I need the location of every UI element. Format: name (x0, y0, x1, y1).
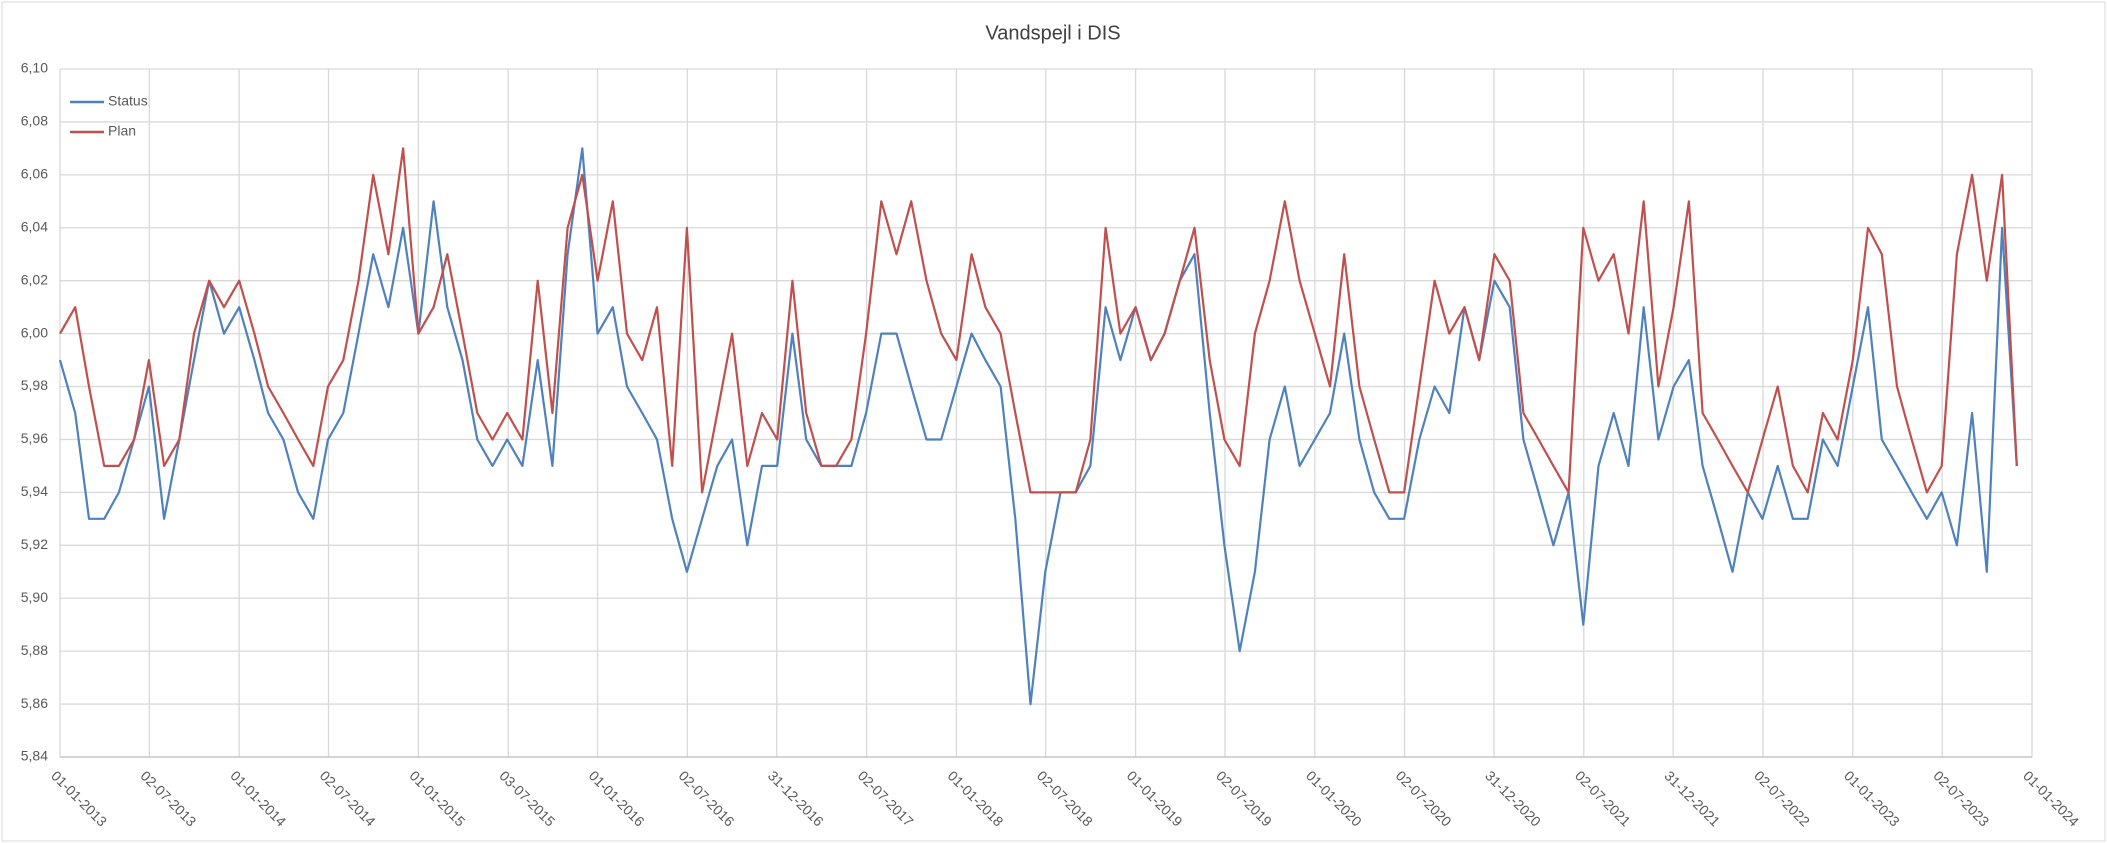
y-tick-label: 6,08 (21, 113, 48, 129)
y-tick-label: 5,88 (21, 642, 48, 658)
y-tick-label: 5,90 (21, 589, 48, 605)
legend-label: Plan (108, 123, 136, 139)
y-tick-label: 6,00 (21, 324, 48, 340)
y-tick-label: 5,92 (21, 536, 48, 552)
chart-title: Vandspejl i DIS (985, 22, 1120, 44)
y-tick-label: 6,02 (21, 271, 48, 287)
y-tick-label: 5,98 (21, 377, 48, 393)
data-line (59, 147, 2018, 494)
y-tick-label: 6,06 (21, 166, 48, 182)
y-tick-label: 5,96 (21, 430, 48, 446)
legend-label: Status (108, 93, 148, 109)
y-tick-label: 5,94 (21, 483, 48, 499)
y-tick-label: 5,86 (21, 695, 48, 711)
y-tick-label: 6,10 (21, 60, 48, 76)
data-line (58, 147, 2018, 706)
y-tick-label: 5,84 (21, 748, 48, 764)
y-tick-label: 6,04 (21, 218, 48, 234)
